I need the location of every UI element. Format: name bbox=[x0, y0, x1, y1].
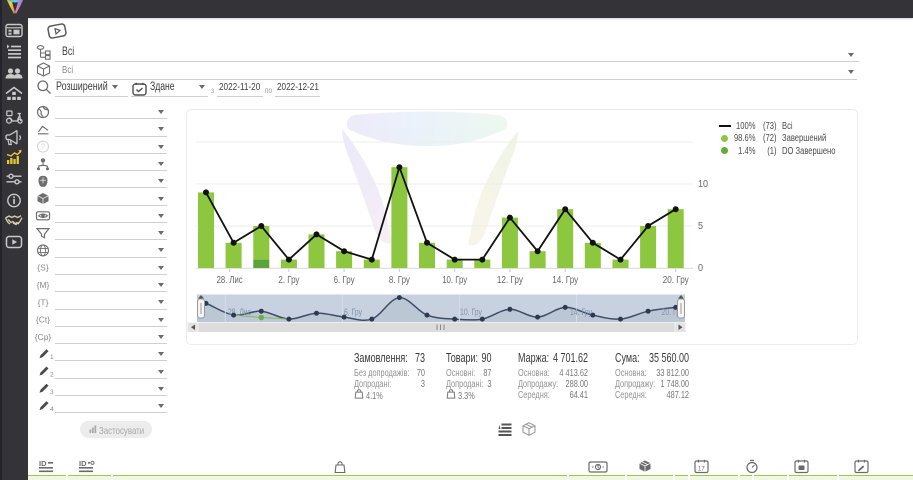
svg-text:14. Гру: 14. Гру bbox=[570, 307, 592, 317]
svg-text:$: $ bbox=[597, 465, 601, 471]
svg-text:2. Гру: 2. Гру bbox=[278, 275, 299, 286]
svg-text:6. Гру: 6. Гру bbox=[334, 275, 355, 286]
svg-text:10. Гру: 10. Гру bbox=[460, 307, 482, 317]
svg-text:ID: ID bbox=[79, 459, 87, 468]
svg-text:12. Гру: 12. Гру bbox=[497, 275, 523, 286]
svg-text:28. Лис: 28. Лис bbox=[228, 307, 251, 317]
svg-text:{Ct}: {Ct} bbox=[36, 315, 50, 325]
svg-text:{M}: {M} bbox=[37, 280, 50, 290]
svg-text:10. Гру: 10. Гру bbox=[442, 275, 467, 286]
svg-text:{Cp}: {Cp} bbox=[35, 332, 52, 342]
svg-text:1: 1 bbox=[50, 354, 54, 361]
svg-text:4: 4 bbox=[50, 406, 54, 413]
svg-text:28. Лис: 28. Лис bbox=[217, 275, 243, 286]
svg-text:{S}: {S} bbox=[37, 263, 49, 273]
svg-text:5: 5 bbox=[698, 221, 703, 232]
svg-text:{T}: {T} bbox=[38, 297, 49, 307]
svg-text:ID: ID bbox=[39, 459, 47, 468]
svg-text:6. Гру: 6. Гру bbox=[344, 307, 362, 317]
svg-text:14. Гру: 14. Гру bbox=[552, 275, 578, 286]
svg-text:20. Гру: 20. Гру bbox=[663, 275, 689, 286]
svg-text:?: ? bbox=[41, 143, 46, 152]
svg-text:10: 10 bbox=[698, 179, 708, 190]
svg-text:17: 17 bbox=[698, 467, 705, 473]
svg-text:8. Гру: 8. Гру bbox=[389, 275, 410, 286]
svg-text:20. Гру: 20. Гру bbox=[662, 307, 684, 317]
svg-text:0: 0 bbox=[698, 263, 703, 274]
svg-text:2: 2 bbox=[50, 372, 54, 379]
svg-text:3: 3 bbox=[50, 389, 54, 396]
